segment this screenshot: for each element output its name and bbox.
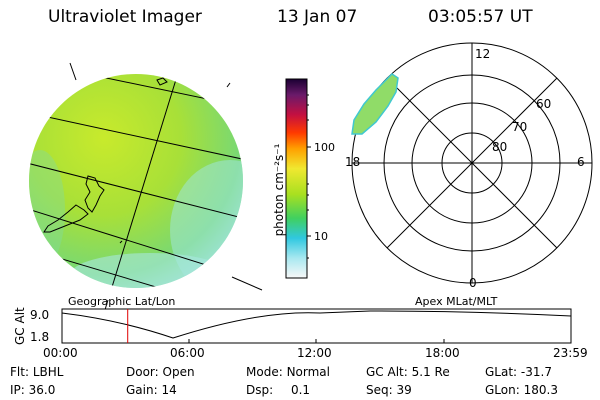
timeline-xtick-1: 06:00 (170, 346, 205, 360)
colorbar-unit-label: photon cm⁻²s⁻¹ (272, 143, 286, 237)
mlat-ring-70: 70 (512, 120, 528, 134)
mlat-ring-60: 60 (536, 97, 552, 111)
mlat-ring-80: 80 (492, 140, 508, 154)
footer-seq: Seq: 39 (366, 383, 412, 397)
footer-ip: IP: 36.0 (10, 383, 56, 397)
mlt-label-0: 0 (469, 276, 477, 290)
footer-glon: GLon: 180.3 (485, 383, 558, 397)
footer-mode: Mode: Normal (246, 365, 330, 379)
geo-panel-caption: Geographic Lat/Lon (68, 295, 176, 308)
footer-gain: Gain: 14 (126, 383, 177, 397)
timeline-xtick-0: 00:00 (43, 346, 78, 360)
footer-dsp: Dsp: 0.1 (246, 383, 311, 397)
timeline-xtick-4: 23:59 (553, 346, 588, 360)
time-label: 03:05:57 UT (428, 7, 533, 27)
footer-gc-alt: GC Alt: 5.1 Re (366, 365, 450, 379)
timeline-xtick-2: 12:00 (297, 346, 332, 360)
timeline-xtick-3: 18:00 (425, 346, 460, 360)
colorbar-tick-10: 10 (314, 230, 328, 243)
timeline-panel (61, 308, 572, 344)
auroral-patch (351, 73, 399, 135)
mlt-label-18: 18 (345, 155, 361, 169)
instrument-title: Ultraviolet Imager (48, 7, 202, 27)
mlt-label-6: 6 (577, 155, 585, 169)
timeline-ylabel: GC Alt (13, 307, 27, 345)
geographic-image (29, 62, 263, 314)
footer-flt: Flt: LBHL (10, 365, 64, 379)
footer-glat: GLat: -31.7 (485, 365, 552, 379)
polar-panel-caption: Apex MLat/MLT (415, 295, 498, 308)
footer-door: Door: Open (126, 365, 195, 379)
colorbar-tick-100: 100 (314, 141, 335, 154)
colorbar (285, 78, 311, 279)
date-label: 13 Jan 07 (277, 7, 358, 27)
timeline-ytick-high: 9.0 (30, 308, 50, 322)
mlt-label-12: 12 (475, 47, 491, 61)
polar-plot (351, 42, 593, 284)
timeline-ytick-low: 1.8 (30, 330, 50, 344)
